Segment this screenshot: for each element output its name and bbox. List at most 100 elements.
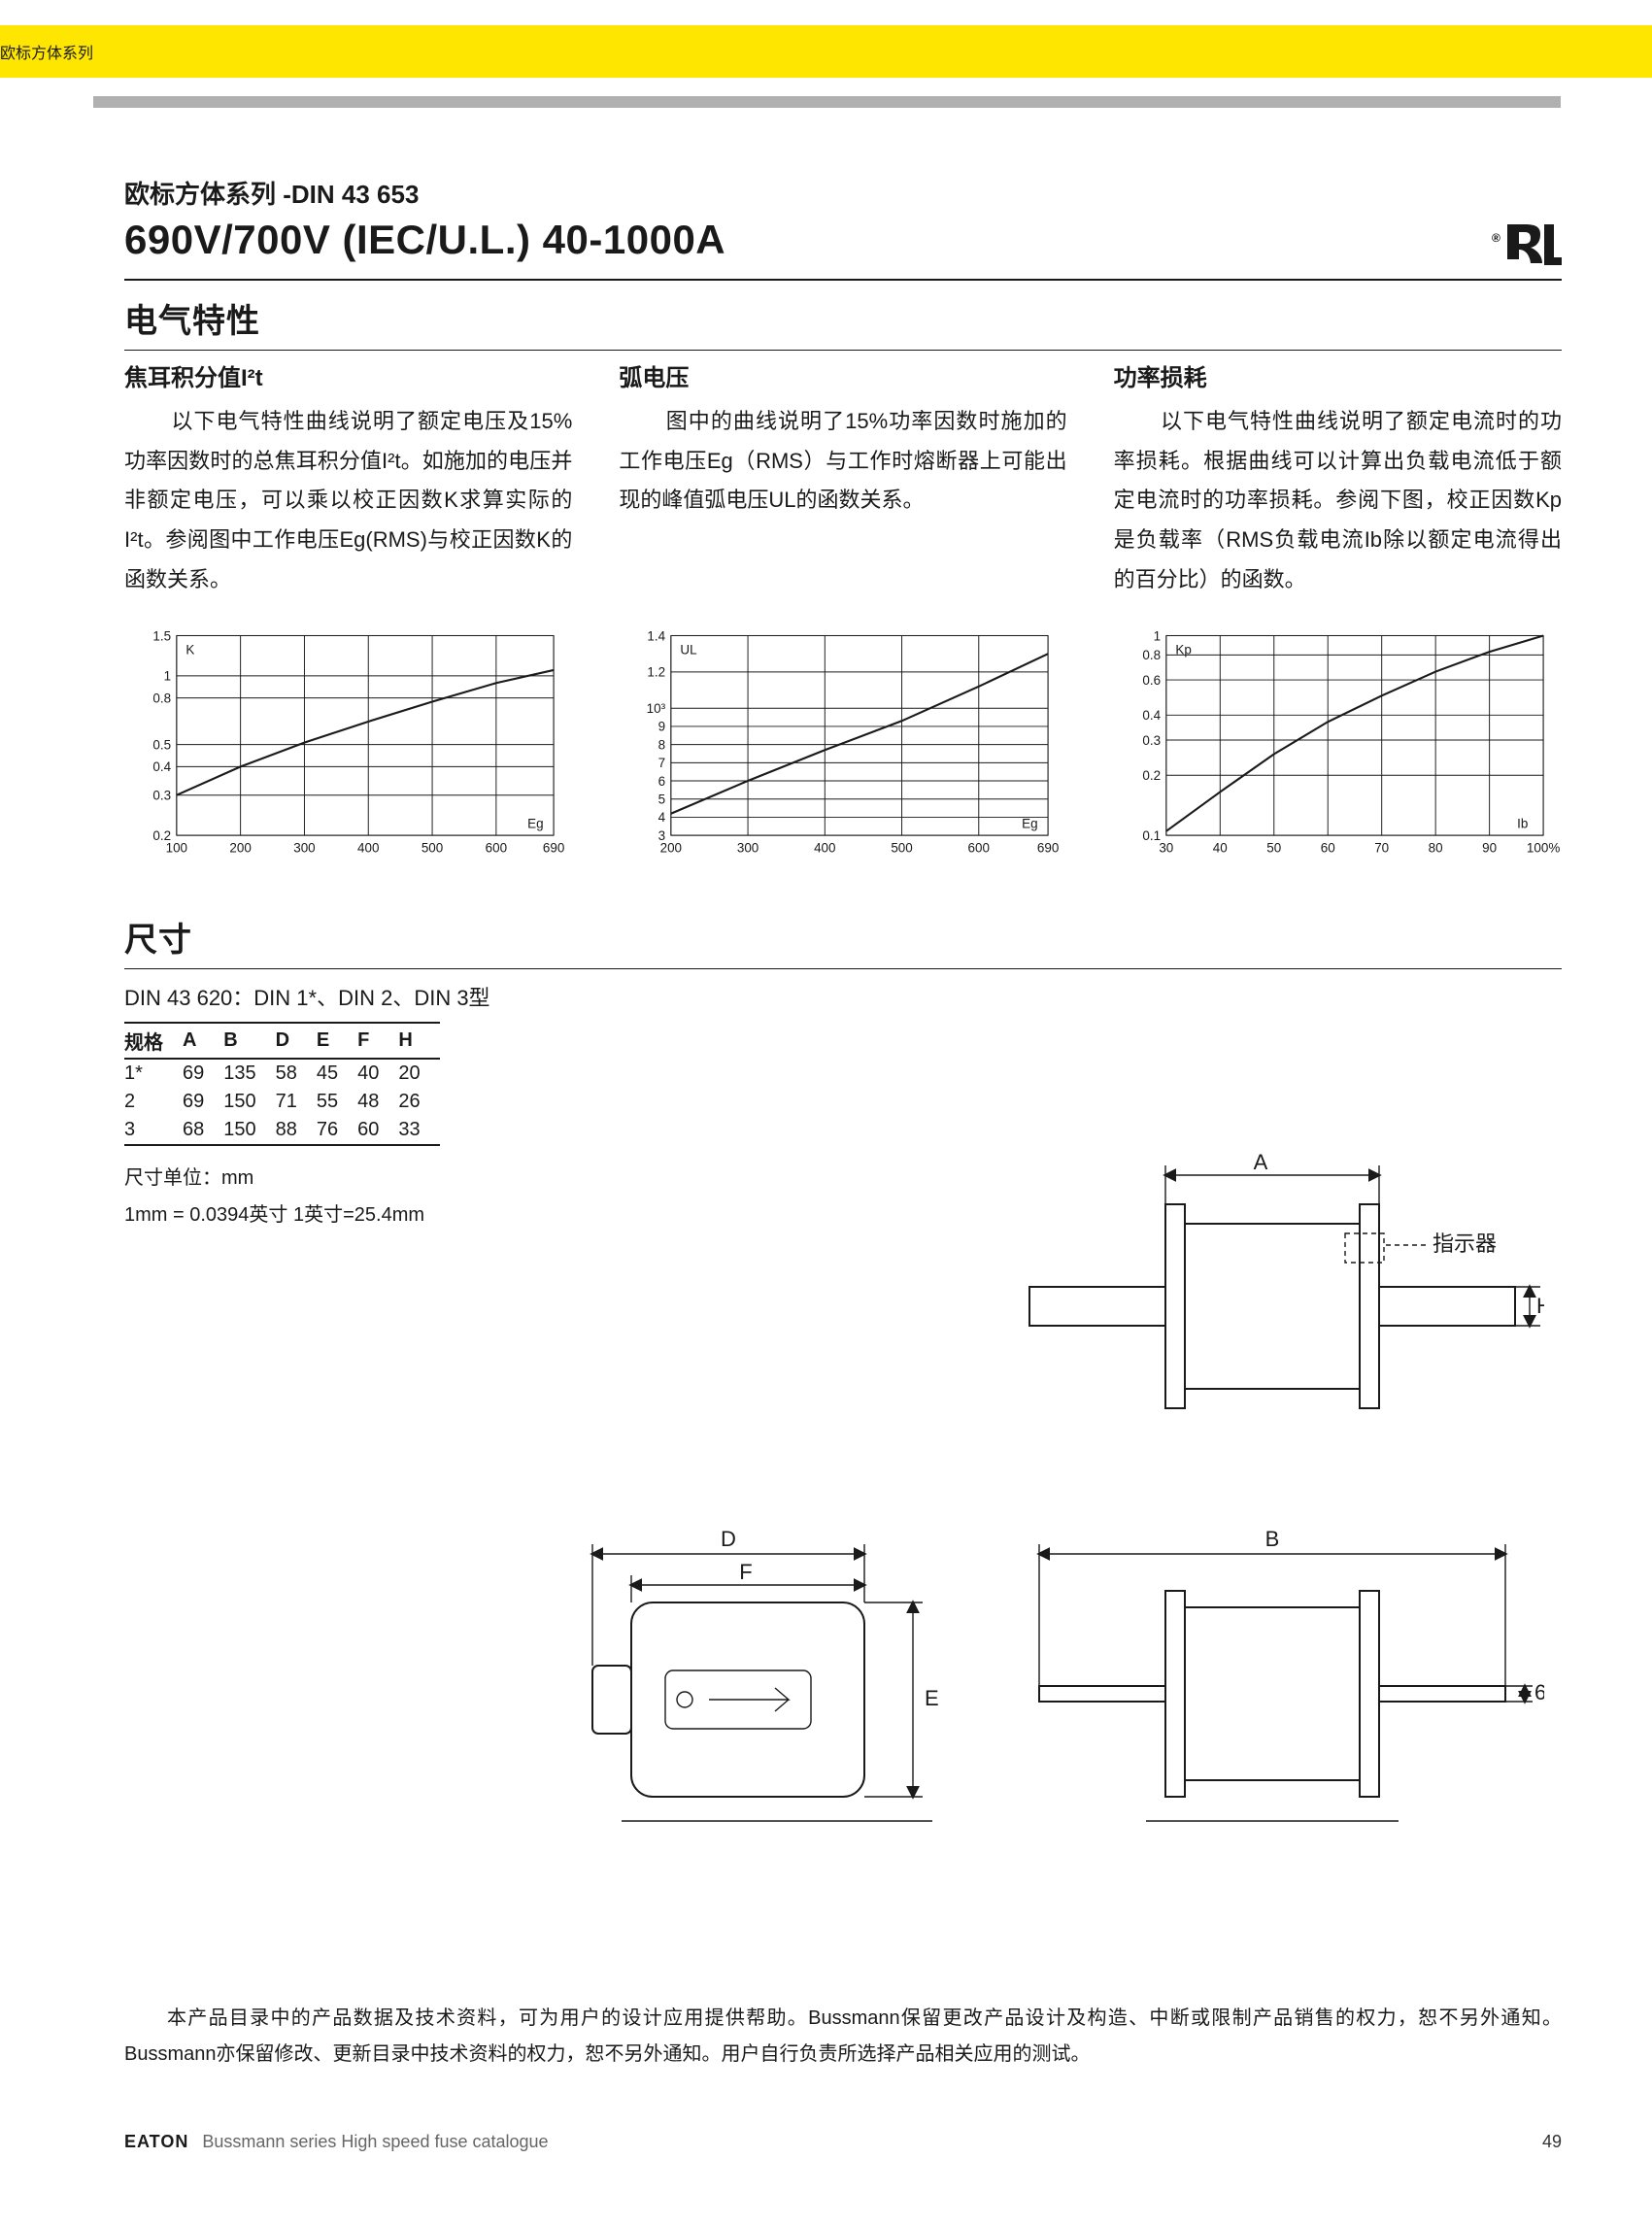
ul-mark-icon: ® — [1492, 217, 1562, 271]
svg-text:0.2: 0.2 — [1142, 768, 1161, 783]
svg-text:1: 1 — [164, 669, 171, 684]
svg-text:H: H — [1536, 1294, 1544, 1318]
svg-text:0.4: 0.4 — [1142, 709, 1161, 724]
table-cell: 69 — [183, 1059, 223, 1088]
charts-row: 1002003004005006006900.20.30.40.50.811.5… — [124, 623, 1562, 870]
svg-text:D: D — [721, 1527, 736, 1551]
table-header-cell: F — [357, 1023, 398, 1059]
footer: EATON Bussmann series High speed fuse ca… — [124, 2132, 1562, 2152]
svg-text:®: ® — [1492, 231, 1500, 245]
table-cell: 1* — [124, 1059, 183, 1088]
chart-kp: 30405060708090100%0.10.20.30.40.60.81KpI… — [1114, 623, 1562, 870]
svg-text:80: 80 — [1428, 841, 1442, 856]
svg-text:0.5: 0.5 — [152, 738, 171, 753]
svg-text:300: 300 — [293, 841, 315, 856]
svg-text:A: A — [1254, 1150, 1268, 1174]
svg-text:9: 9 — [658, 720, 665, 734]
table-header-cell: H — [398, 1023, 439, 1059]
table-header-cell: E — [317, 1023, 357, 1059]
svg-text:1.4: 1.4 — [648, 629, 666, 644]
table-cell: 68 — [183, 1116, 223, 1145]
chart-k: 1002003004005006006900.20.30.40.50.811.5… — [124, 623, 572, 870]
svg-text:300: 300 — [737, 841, 759, 856]
svg-text:Eg: Eg — [527, 817, 543, 831]
svg-text:E: E — [925, 1686, 939, 1710]
disclaimer: 本产品目录中的产品数据及技术资料，可为用户的设计应用提供帮助。Bussmann保… — [124, 2001, 1562, 2073]
svg-text:UL: UL — [681, 643, 698, 658]
svg-text:500: 500 — [421, 841, 443, 856]
col-power-heading: 功率损耗 — [1114, 358, 1562, 392]
table-cell: 40 — [357, 1059, 398, 1088]
svg-text:B: B — [1265, 1527, 1280, 1551]
three-columns: 焦耳积分值I²t 以下电气特性曲线说明了额定电压及15%功率因数时的总焦耳积分值… — [124, 358, 1562, 599]
table-cell: 45 — [317, 1059, 357, 1088]
svg-text:0.3: 0.3 — [152, 789, 171, 803]
svg-text:4: 4 — [658, 811, 666, 826]
svg-text:60: 60 — [1320, 841, 1334, 856]
col-i2t-body: 以下电气特性曲线说明了额定电压及15%功率因数时的总焦耳积分值I²t。如施加的电… — [124, 402, 572, 599]
svg-text:400: 400 — [357, 841, 379, 856]
table-cell: 55 — [317, 1088, 357, 1116]
svg-text:0.8: 0.8 — [1142, 649, 1161, 663]
electrical-hr — [124, 350, 1562, 351]
table-cell: 69 — [183, 1088, 223, 1116]
table-cell: 3 — [124, 1116, 183, 1145]
svg-text:600: 600 — [968, 841, 990, 856]
table-cell: 135 — [223, 1059, 275, 1088]
svg-text:1.5: 1.5 — [152, 629, 171, 644]
svg-text:0.3: 0.3 — [1142, 733, 1161, 748]
col-arc: 弧电压 图中的曲线说明了15%功率因数时施加的工作电压Eg（RMS）与工作时熔断… — [619, 358, 1066, 599]
col-arc-heading: 弧电压 — [619, 358, 1066, 392]
table-header-cell: D — [276, 1023, 317, 1059]
svg-text:7: 7 — [658, 757, 665, 771]
svg-text:K: K — [185, 643, 194, 658]
svg-text:100%: 100% — [1527, 841, 1560, 856]
electrical-heading: 电气特性 — [124, 294, 1562, 342]
svg-text:40: 40 — [1212, 841, 1227, 856]
col-power-body: 以下电气特性曲线说明了额定电流时的功率损耗。根据曲线可以计算出负载电流低于额定电… — [1114, 402, 1562, 599]
svg-text:6: 6 — [1534, 1680, 1544, 1704]
table-row: 1*6913558454020 — [124, 1059, 440, 1088]
svg-text:500: 500 — [892, 841, 913, 856]
svg-text:10³: 10³ — [647, 701, 666, 716]
table-cell: 48 — [357, 1088, 398, 1116]
title-row: 690V/700V (IEC/U.L.) 40-1000A ® — [124, 217, 1562, 271]
table-header-cell: 规格 — [124, 1023, 183, 1059]
table-cell: 150 — [223, 1116, 275, 1145]
table-row: 26915071554826 — [124, 1088, 440, 1116]
table-header-cell: B — [223, 1023, 275, 1059]
table-cell: 20 — [398, 1059, 439, 1088]
svg-text:200: 200 — [229, 841, 251, 856]
svg-text:690: 690 — [1037, 841, 1059, 856]
dimensions-table: 规格ABDEFH 1*69135584540202691507155482636… — [124, 1022, 440, 1146]
svg-text:Eg: Eg — [1023, 817, 1038, 831]
table-cell: 76 — [317, 1116, 357, 1145]
page-subtitle: 欧标方体系列 -DIN 43 653 — [124, 175, 1562, 211]
chart-ul: 200300400500600690345678910³1.21.4ULEg — [619, 623, 1066, 870]
table-cell: 26 — [398, 1088, 439, 1116]
svg-text:0.6: 0.6 — [1142, 673, 1161, 688]
svg-text:690: 690 — [543, 841, 564, 856]
header-series-label: 欧标方体系列 — [0, 40, 93, 63]
svg-text:50: 50 — [1266, 841, 1281, 856]
svg-text:90: 90 — [1482, 841, 1497, 856]
footer-desc: Bussmann series High speed fuse catalogu… — [202, 2132, 548, 2152]
table-cell: 33 — [398, 1116, 439, 1145]
header-yellow-bar: 欧标方体系列 — [0, 25, 1652, 78]
svg-text:6: 6 — [658, 774, 665, 789]
content-area: 欧标方体系列 -DIN 43 653 690V/700V (IEC/U.L.) … — [124, 175, 1562, 1233]
table-cell: 2 — [124, 1088, 183, 1116]
table-header-cell: A — [183, 1023, 223, 1059]
svg-text:1.2: 1.2 — [648, 665, 666, 680]
svg-text:3: 3 — [658, 828, 665, 843]
header-grey-underline — [93, 96, 1561, 108]
col-arc-body: 图中的曲线说明了15%功率因数时施加的工作电压Eg（RMS）与工作时熔断器上可能… — [619, 402, 1066, 521]
footer-brand: EATON — [124, 2132, 188, 2152]
svg-text:0.8: 0.8 — [152, 691, 171, 706]
svg-text:Ib: Ib — [1517, 817, 1528, 831]
table-row: 36815088766033 — [124, 1116, 440, 1145]
table-cell: 150 — [223, 1088, 275, 1116]
page-title: 690V/700V (IEC/U.L.) 40-1000A — [124, 217, 725, 263]
col-power: 功率损耗 以下电气特性曲线说明了额定电流时的功率损耗。根据曲线可以计算出负载电流… — [1114, 358, 1562, 599]
technical-drawings: 指示器 A H D F — [524, 1146, 1544, 1865]
